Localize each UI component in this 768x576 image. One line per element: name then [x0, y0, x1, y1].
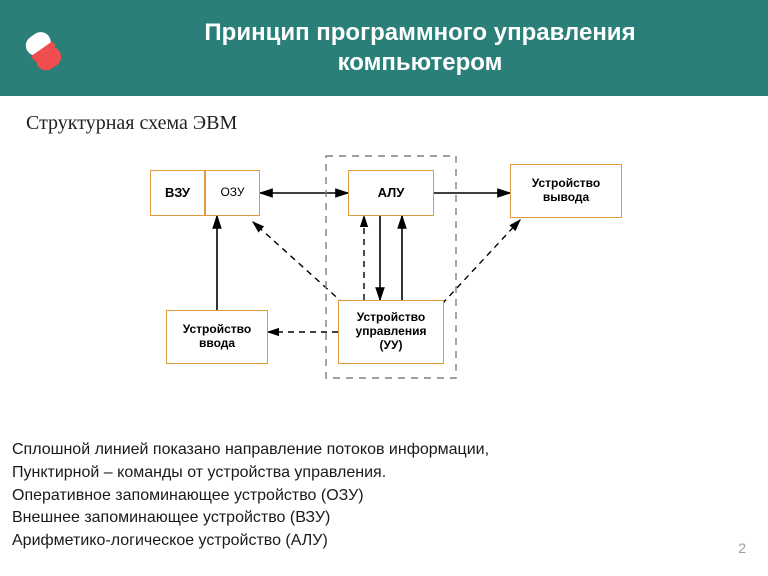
logo-icon — [18, 26, 70, 78]
slide-title-line1: Принцип программного управления — [204, 19, 635, 46]
page-number: 2 — [738, 540, 746, 556]
caption-line-0: Сплошной линией показано направление пот… — [12, 440, 752, 461]
caption-line-4: Арифметико-логическое устройство (АЛУ) — [12, 531, 752, 552]
node-out: Устройствовывода — [510, 164, 622, 218]
caption-block: Сплошной линией показано направление пот… — [12, 440, 752, 554]
caption-line-3: Внешнее запоминающее устройство (ВЗУ) — [12, 508, 752, 529]
node-ozu: ОЗУ — [205, 170, 260, 216]
node-cu: Устройствоуправления(УУ) — [338, 300, 444, 364]
caption-line-1: Пунктирной – команды от устройства управ… — [12, 463, 752, 484]
node-in: Устройствоввода — [166, 310, 268, 364]
caption-line-2: Оперативное запоминающее устройство (ОЗУ… — [12, 486, 752, 507]
diagram-subtitle: Структурная схема ЭВМ — [26, 112, 237, 135]
slide-title: Принцип программного управления компьюте… — [120, 18, 720, 78]
node-vzu: ВЗУ — [150, 170, 205, 216]
block-diagram: ВЗУОЗУ АЛУ Устройствовывода Устройствоввода… — [120, 150, 640, 410]
node-alu: АЛУ — [348, 170, 434, 216]
slide-header: Принцип программного управления компьюте… — [0, 0, 768, 96]
slide-title-line2: компьютером — [338, 49, 503, 76]
